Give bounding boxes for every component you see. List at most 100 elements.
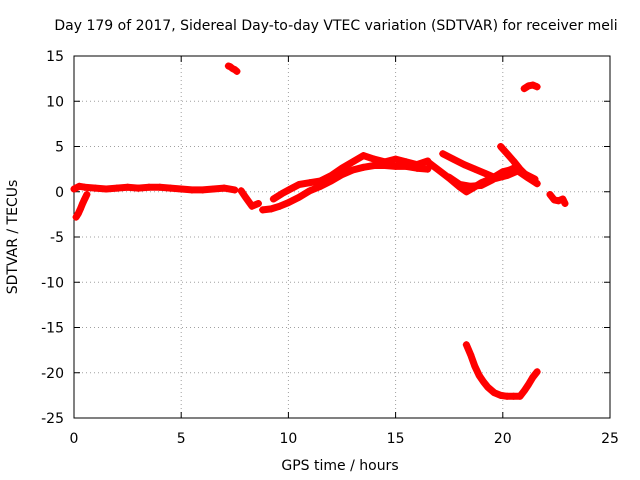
data-point	[460, 161, 468, 169]
data-point	[370, 162, 378, 170]
data-point	[392, 162, 400, 170]
data-point	[555, 197, 563, 205]
data-point	[480, 378, 488, 386]
series-rise-upper	[269, 152, 432, 203]
data-point	[402, 158, 410, 166]
data-point	[449, 155, 457, 163]
data-point	[295, 193, 303, 201]
data-point	[561, 200, 569, 208]
data-point	[70, 185, 78, 193]
data-point	[490, 389, 498, 397]
data-point	[475, 371, 483, 379]
data-point	[546, 190, 554, 198]
data-point	[467, 182, 475, 190]
data-point	[287, 185, 295, 193]
data-point	[550, 196, 558, 204]
data-point	[237, 187, 245, 195]
data-point	[445, 173, 453, 181]
series-trace	[462, 341, 541, 400]
data-point	[327, 171, 335, 179]
data-point	[559, 195, 567, 203]
x-tick-label: 25	[601, 431, 619, 447]
y-tick-label: 10	[46, 94, 64, 110]
data-point	[81, 183, 89, 191]
series-morning	[70, 182, 239, 194]
data-point	[83, 190, 91, 198]
data-point	[503, 150, 511, 158]
data-point	[72, 213, 80, 221]
series-spike-top	[224, 62, 241, 75]
data-point	[462, 341, 470, 349]
data-point	[278, 190, 286, 198]
data-point	[233, 67, 241, 75]
data-point	[76, 205, 84, 213]
grid	[73, 55, 611, 419]
data-point	[220, 184, 228, 192]
series-trace	[237, 187, 262, 210]
series-descent	[497, 143, 541, 188]
series-late-tail	[546, 190, 569, 208]
data-point	[525, 381, 533, 389]
data-point	[516, 165, 524, 173]
data-point	[529, 81, 537, 89]
data-point	[259, 206, 267, 214]
data-point	[497, 391, 505, 399]
x-tick-label: 0	[70, 431, 79, 447]
data-point	[510, 157, 518, 165]
data-point	[462, 188, 470, 196]
data-point	[75, 182, 83, 190]
data-point	[533, 368, 541, 376]
series-bottom-arc	[462, 341, 541, 400]
data-point	[533, 180, 541, 188]
data-point	[370, 155, 378, 163]
data-point	[81, 195, 89, 203]
series-gap-points	[237, 187, 262, 210]
y-tick-label: 5	[55, 140, 64, 156]
data-point	[359, 163, 367, 171]
data-point	[349, 158, 357, 166]
data-point	[482, 170, 490, 178]
x-tick-label: 15	[387, 431, 405, 447]
data-point	[124, 183, 132, 191]
y-axis-ticks: 15 10 5 0 -5 -10 -15 -20 -25	[41, 49, 610, 427]
y-tick-label: -10	[41, 275, 64, 291]
y-tick-label: -5	[50, 230, 64, 246]
data-point	[520, 387, 528, 395]
data-point	[477, 181, 485, 189]
data-point	[439, 150, 447, 158]
data-point	[248, 202, 256, 210]
series-spike-right	[520, 81, 541, 93]
data-point	[529, 373, 537, 381]
data-point	[533, 83, 541, 91]
data-point	[134, 184, 142, 192]
data-point	[306, 179, 314, 187]
y-tick-label: 0	[55, 185, 64, 201]
data-point	[74, 209, 82, 217]
data-point	[199, 186, 207, 194]
data-point	[525, 82, 533, 90]
data-points	[70, 62, 569, 400]
x-tick-label: 10	[279, 431, 297, 447]
data-point	[392, 155, 400, 163]
data-point	[349, 166, 357, 174]
data-point	[413, 161, 421, 169]
chart-title: Day 179 of 2017, Sidereal Day-to-day VTE…	[54, 18, 617, 34]
data-point	[471, 165, 479, 173]
data-point	[510, 392, 518, 400]
y-tick-label: -25	[41, 411, 64, 427]
data-point	[499, 170, 507, 178]
data-point	[529, 176, 537, 184]
data-point	[338, 164, 346, 172]
series-early-dip	[72, 190, 91, 221]
data-point	[359, 152, 367, 160]
data-point	[516, 392, 524, 400]
data-point	[520, 85, 528, 93]
data-point	[113, 184, 121, 192]
series-trace	[269, 152, 432, 203]
data-point	[102, 185, 110, 193]
data-point	[177, 185, 185, 193]
x-tick-label: 5	[177, 431, 186, 447]
data-point	[295, 181, 303, 189]
y-axis-label: SDTVAR / TECUs	[5, 180, 21, 295]
